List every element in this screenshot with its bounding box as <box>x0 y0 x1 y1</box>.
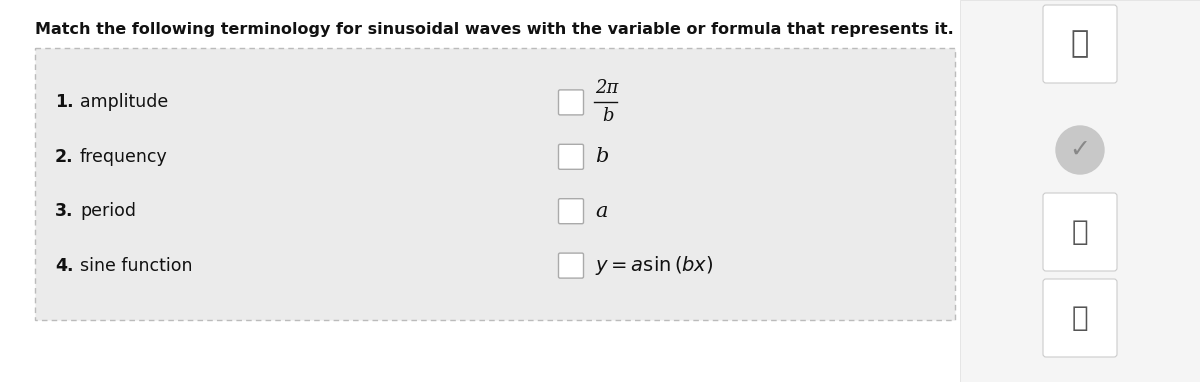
FancyBboxPatch shape <box>1043 193 1117 271</box>
Text: a: a <box>595 202 607 221</box>
Circle shape <box>1056 126 1104 174</box>
Text: 🖨: 🖨 <box>1070 29 1090 58</box>
Text: 🎤: 🎤 <box>1072 304 1088 332</box>
Text: 3.: 3. <box>55 202 73 220</box>
Text: 🅰: 🅰 <box>1072 218 1088 246</box>
Text: $y = a\sin\left(bx\right)$: $y = a\sin\left(bx\right)$ <box>595 254 714 277</box>
FancyBboxPatch shape <box>1043 279 1117 357</box>
FancyBboxPatch shape <box>558 144 583 169</box>
Text: frequency: frequency <box>80 148 168 166</box>
Text: period: period <box>80 202 136 220</box>
Text: Match the following terminology for sinusoidal waves with the variable or formul: Match the following terminology for sinu… <box>35 22 954 37</box>
Text: sine function: sine function <box>80 257 192 275</box>
Text: b: b <box>595 147 608 166</box>
FancyBboxPatch shape <box>35 48 955 320</box>
Text: ✓: ✓ <box>1069 138 1091 162</box>
Text: 2.: 2. <box>55 148 73 166</box>
Bar <box>960 0 1200 382</box>
FancyBboxPatch shape <box>1043 5 1117 83</box>
Text: b: b <box>602 107 613 125</box>
Text: 1.: 1. <box>55 94 73 112</box>
FancyBboxPatch shape <box>558 253 583 278</box>
Text: amplitude: amplitude <box>80 94 168 112</box>
FancyBboxPatch shape <box>558 199 583 224</box>
FancyBboxPatch shape <box>558 90 583 115</box>
Text: 4.: 4. <box>55 257 73 275</box>
Text: 2π: 2π <box>595 79 618 97</box>
